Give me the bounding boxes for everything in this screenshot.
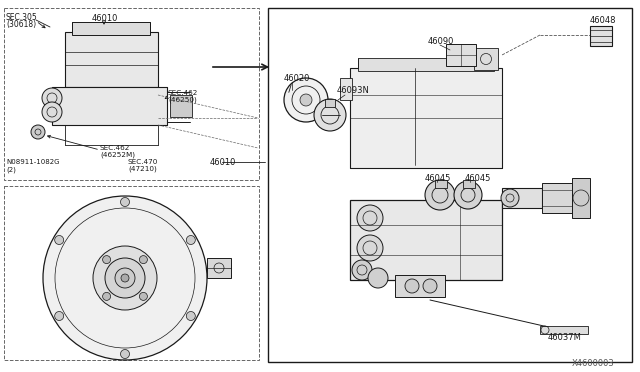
Bar — [474, 48, 498, 70]
Text: 46048: 46048 — [590, 16, 616, 25]
Text: SEC.462: SEC.462 — [100, 145, 131, 151]
Text: 46010: 46010 — [210, 157, 236, 167]
Bar — [572, 178, 590, 218]
Text: 46093N: 46093N — [337, 86, 370, 94]
Text: (46250): (46250) — [168, 97, 196, 103]
Circle shape — [42, 88, 62, 108]
Bar — [4, 8, 259, 180]
Bar — [4, 186, 259, 360]
Circle shape — [186, 311, 195, 321]
Circle shape — [120, 198, 129, 206]
Circle shape — [300, 94, 312, 106]
Text: SEC.305: SEC.305 — [6, 13, 38, 22]
Circle shape — [501, 189, 519, 207]
Text: (30618): (30618) — [6, 19, 36, 29]
Text: 46090: 46090 — [428, 36, 454, 45]
Text: SEC.470: SEC.470 — [128, 159, 158, 165]
Text: 46020: 46020 — [284, 74, 310, 83]
Text: 46037M: 46037M — [548, 334, 582, 343]
Bar — [540, 326, 588, 334]
Text: (47210): (47210) — [128, 166, 157, 172]
Text: SEC.462: SEC.462 — [168, 90, 198, 96]
Circle shape — [368, 268, 388, 288]
Bar — [542, 183, 572, 213]
Circle shape — [357, 235, 383, 261]
Circle shape — [102, 256, 111, 264]
Circle shape — [284, 78, 328, 122]
Circle shape — [357, 205, 383, 231]
Text: 46045: 46045 — [425, 173, 451, 183]
Circle shape — [115, 268, 135, 288]
Circle shape — [42, 102, 62, 122]
Circle shape — [186, 235, 195, 244]
Circle shape — [105, 258, 145, 298]
Bar — [207, 258, 231, 278]
Text: (46252M): (46252M) — [100, 152, 135, 158]
Bar — [502, 188, 542, 208]
Bar — [446, 44, 476, 66]
Circle shape — [140, 256, 147, 264]
Bar — [358, 58, 494, 71]
Bar — [350, 68, 502, 168]
Circle shape — [43, 196, 207, 360]
Circle shape — [54, 235, 64, 244]
Bar — [435, 180, 447, 188]
Bar — [268, 8, 632, 362]
Circle shape — [314, 99, 346, 131]
Circle shape — [454, 181, 482, 209]
Bar — [325, 99, 335, 107]
Text: (2): (2) — [6, 167, 16, 173]
Text: 46045: 46045 — [465, 173, 492, 183]
Bar — [463, 180, 475, 188]
Circle shape — [102, 292, 111, 300]
Text: 46010: 46010 — [92, 13, 118, 22]
Bar — [52, 87, 167, 125]
Circle shape — [352, 260, 372, 280]
Circle shape — [425, 180, 455, 210]
Circle shape — [140, 292, 147, 300]
Circle shape — [423, 279, 437, 293]
Circle shape — [31, 125, 45, 139]
Text: X4600003: X4600003 — [572, 359, 615, 368]
Bar — [395, 275, 445, 297]
Bar — [72, 22, 150, 35]
Bar — [65, 32, 158, 87]
Circle shape — [93, 246, 157, 310]
Bar — [590, 26, 612, 46]
Circle shape — [121, 274, 129, 282]
Circle shape — [405, 279, 419, 293]
Bar — [170, 95, 192, 117]
Bar — [350, 200, 502, 280]
Circle shape — [54, 311, 64, 321]
Text: N08911-1082G: N08911-1082G — [6, 159, 60, 165]
Circle shape — [120, 350, 129, 359]
Bar — [340, 78, 352, 100]
